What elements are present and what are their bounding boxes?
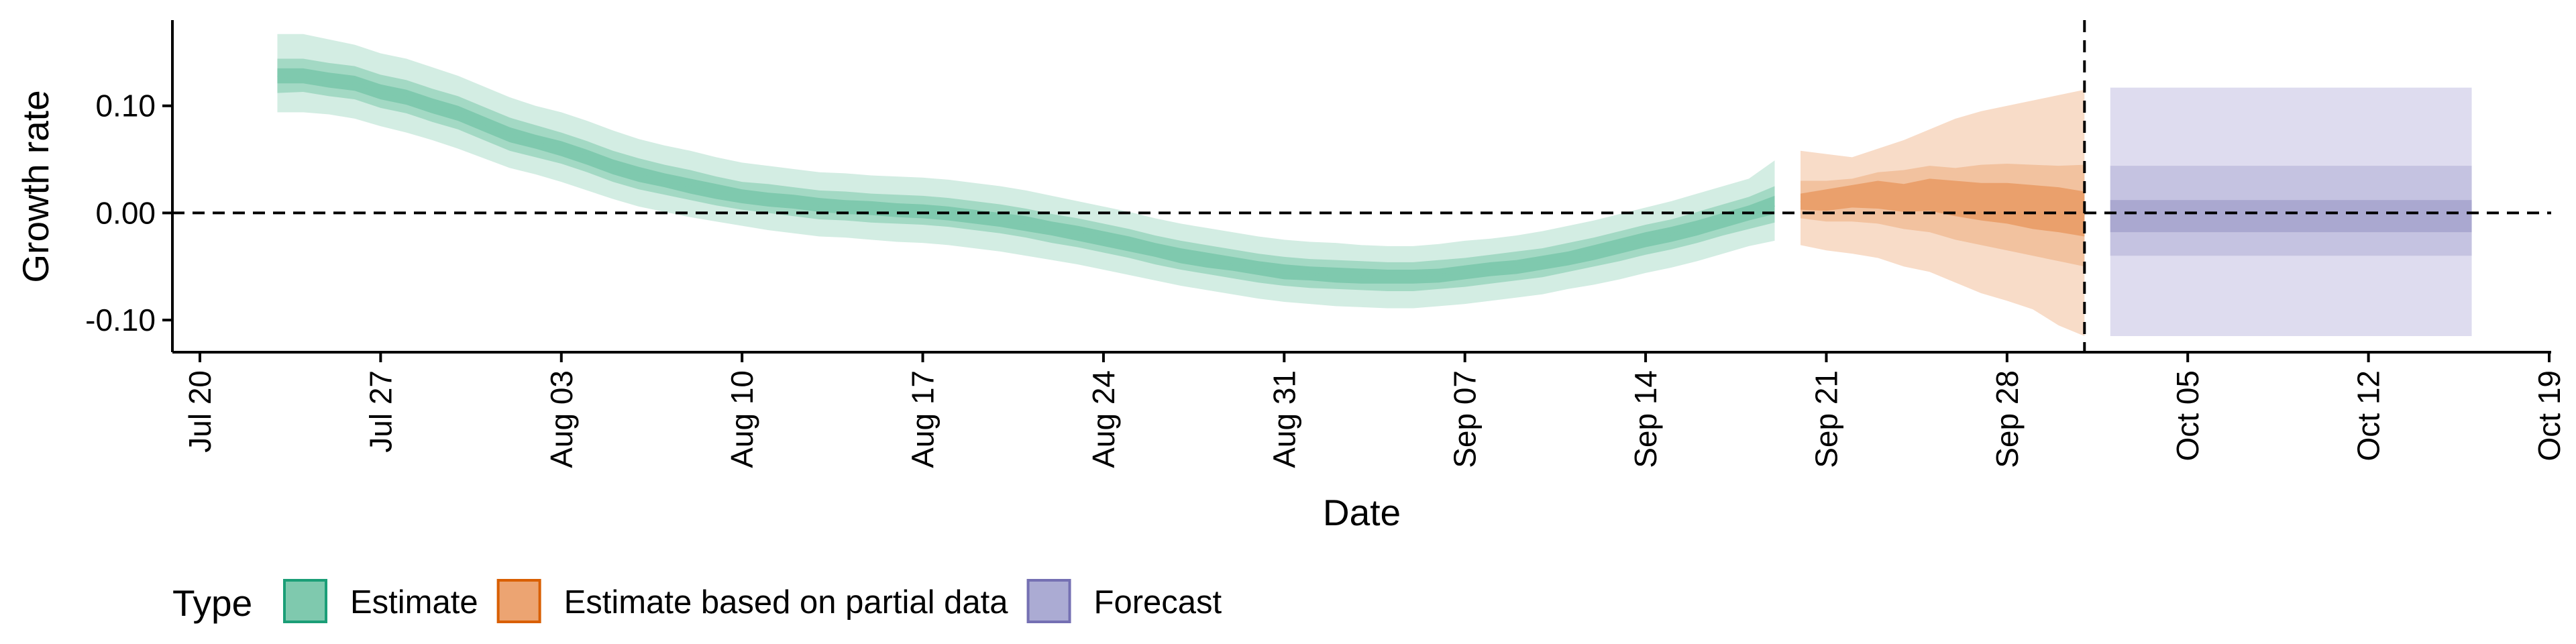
x-tick-label: Aug 03: [544, 370, 579, 468]
estimate-legend-swatch: [283, 579, 327, 623]
x-tick-label: Sep 07: [1448, 370, 1483, 468]
x-tick-label: Aug 31: [1267, 370, 1301, 468]
y-tick-label: 0.10: [95, 89, 156, 123]
forecast-inner-band: [2110, 200, 2472, 233]
legend-title: Type: [172, 582, 252, 624]
y-tick-label: 0.00: [95, 195, 156, 230]
x-axis-title: Date: [1323, 492, 1401, 533]
x-tick-label: Oct 05: [2170, 370, 2205, 462]
estimate-outer-band: [277, 34, 1775, 309]
reference-lines: [172, 20, 2551, 352]
x-tick-label: Aug 10: [724, 370, 759, 468]
partial-median-line: [1800, 190, 2085, 217]
axes: [171, 20, 2551, 354]
x-tick-label: Jul 20: [182, 370, 217, 453]
partial-legend-label: Estimate based on partial data: [564, 584, 1009, 621]
x-tick-label: Sep 21: [1809, 370, 1843, 468]
x-tick-label: Aug 17: [906, 370, 941, 468]
x-axis-ticks: Jul 20 Jul 27 Aug 03 Aug 10 Aug 17 Aug 24 Aug …: [182, 352, 2567, 468]
x-tick-label: Sep 14: [1628, 370, 1663, 468]
partial-legend-swatch: [496, 579, 541, 623]
estimate-legend-label: Estimate: [350, 584, 478, 621]
x-tick-label: Oct 12: [2351, 370, 2386, 462]
estimate-median-line: [277, 74, 1775, 278]
forecast-legend-swatch: [1026, 579, 1071, 623]
y-axis-title: Growth rate: [15, 90, 56, 282]
x-tick-label: Oct 19: [2532, 370, 2567, 462]
legend: Type Estimate Estimate based on partial d…: [172, 579, 1222, 624]
y-axis-ticks: 0.10 0.00 -0.10: [85, 89, 172, 337]
forecast-legend-label: Forecast: [1094, 584, 1222, 621]
x-tick-label: Sep 28: [1990, 370, 2025, 468]
partial-inner-band: [1800, 178, 2085, 237]
y-tick-label: -0.10: [85, 303, 156, 337]
x-tick-label: Jul 27: [363, 370, 398, 453]
x-tick-label: Aug 24: [1086, 370, 1121, 468]
uncertainty-bands: [277, 34, 2472, 337]
